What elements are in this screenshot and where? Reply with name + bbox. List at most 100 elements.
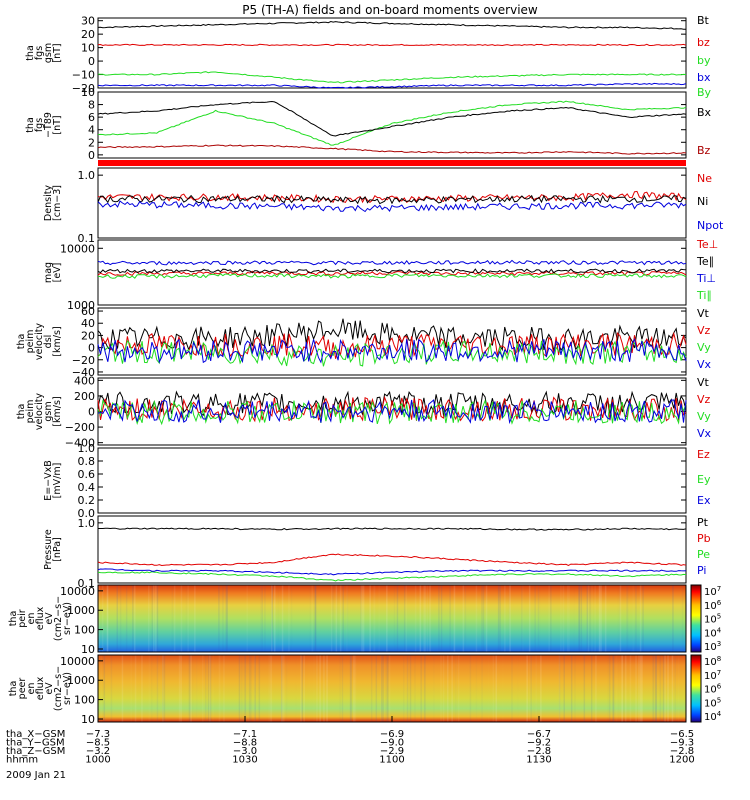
- heatmap-stripe: [574, 655, 576, 722]
- y-tick-label: 20: [81, 329, 95, 342]
- legend-vx: Vx: [697, 427, 712, 440]
- heatmap-stripe: [180, 585, 183, 652]
- heatmap-stripe: [626, 585, 628, 652]
- heatmap-stripe: [238, 655, 241, 722]
- heatmap-stripe: [664, 655, 666, 722]
- heatmap-stripe: [360, 585, 362, 652]
- heatmap-stripe: [608, 655, 611, 722]
- y-tick-label: 4: [88, 124, 95, 137]
- heatmap-stripe: [141, 655, 143, 722]
- legend-by: by: [697, 54, 711, 67]
- heatmap-stripe: [591, 585, 593, 652]
- series-line-by: [97, 71, 687, 84]
- heatmap-stripe: [539, 585, 541, 652]
- y-tick-label: 1000: [67, 299, 95, 312]
- heatmap-stripe: [361, 655, 363, 722]
- y-tick-label: 0.1: [78, 577, 96, 590]
- series-line-bz: [97, 144, 687, 155]
- heatmap-stripe: [247, 585, 249, 652]
- heatmap-stripe: [261, 585, 263, 652]
- heatmap-stripe: [449, 585, 451, 652]
- panel-ylabel-line: gsm: [43, 43, 54, 63]
- heatmap-stripe: [598, 585, 601, 652]
- x-axis-value: −3.2: [86, 746, 110, 757]
- legend-pi: Pi: [697, 564, 706, 577]
- heatmap-stripe: [594, 585, 596, 652]
- colorbar-tick-exponent: 3: [717, 640, 721, 648]
- series-line-te: [97, 268, 687, 274]
- colorbar-tick-exponent: 4: [717, 710, 722, 718]
- colorbar-tick-label: 104: [704, 626, 722, 639]
- panel-ylabel-line: peim: [25, 400, 36, 424]
- legend-ey: Ey: [697, 473, 711, 486]
- heatmap-stripe: [270, 655, 272, 722]
- y-tick-label: 10: [81, 86, 95, 99]
- heatmap-stripe: [638, 655, 640, 722]
- heatmap-stripe: [330, 585, 333, 652]
- heatmap-stripe: [385, 655, 388, 722]
- heatmap-stripe: [218, 655, 221, 722]
- heatmap-stripe: [264, 585, 266, 652]
- heatmap-stripe: [499, 585, 501, 652]
- heatmap-stripe: [332, 585, 334, 652]
- heatmap-stripe: [260, 585, 262, 652]
- y-tick-label: 30: [81, 15, 95, 28]
- x-axis-value: −6.9: [380, 729, 404, 740]
- heatmap-stripe: [600, 585, 602, 652]
- heatmap-stripe: [560, 585, 562, 652]
- legend-bz: Bz: [697, 144, 711, 157]
- colorbar-tick-label: 103: [704, 640, 721, 653]
- y-tick-label: 20: [81, 28, 95, 41]
- heatmap-stripe: [424, 585, 426, 652]
- heatmap-stripe: [134, 585, 136, 652]
- y-tick-label: 200: [74, 390, 95, 403]
- series-line-ne: [97, 190, 687, 204]
- colorbar-tick-label: 107: [704, 669, 721, 682]
- heatmap-stripe: [335, 585, 338, 652]
- panel-ylabel-line: velocity: [34, 393, 45, 431]
- heatmap-stripe: [156, 585, 159, 652]
- heatmap-stripe: [271, 585, 273, 652]
- heatmap-stripe: [424, 655, 426, 722]
- legend-te: Te⊥: [696, 238, 718, 251]
- heatmap-stripe: [674, 655, 676, 722]
- heatmap-stripe: [667, 655, 669, 722]
- series-line-ti: [97, 259, 687, 266]
- heatmap-stripe: [103, 655, 106, 722]
- heatmap-stripe: [639, 585, 642, 652]
- panel-peer-eflux: 10000100010010108107106105104thapeerenef…: [8, 654, 722, 726]
- x-axis-row-label: tha_Y−GSM: [6, 738, 65, 749]
- heatmap-stripe: [162, 655, 164, 722]
- series-line-pi: [97, 568, 687, 576]
- panel-frame: [97, 239, 687, 306]
- heatmap-stripe: [678, 655, 680, 722]
- heatmap-stripe: [339, 585, 342, 652]
- legend-vt: Vt: [697, 307, 710, 320]
- series-line-ti: [97, 273, 687, 279]
- heatmap-stripe: [225, 585, 227, 652]
- colorbar-tick-label: 104: [704, 710, 722, 723]
- colorbar-tick-exponent: 6: [717, 683, 722, 691]
- heatmap-stripe: [190, 655, 192, 722]
- heatmap-stripe: [172, 585, 174, 652]
- y-tick-label: −20: [72, 82, 95, 95]
- heatmap-stripe: [420, 655, 422, 722]
- heatmap-stripe: [101, 655, 103, 722]
- x-axis-value: 1030: [232, 755, 257, 766]
- heatmap-stripe: [464, 585, 467, 652]
- colorbar-tick-label: 108: [704, 655, 721, 668]
- heatmap-stripe: [567, 585, 569, 652]
- panel-ylabel-line: [mV/m]: [52, 463, 63, 499]
- heatmap-stripe: [588, 585, 590, 652]
- panel-ylabel-line: [eV]: [52, 263, 63, 283]
- heatmap-stripe: [394, 585, 396, 652]
- x-axis-row-label: tha_X−GSM: [6, 729, 65, 740]
- legend-pe: Pe: [697, 548, 710, 561]
- colorbar: [690, 584, 702, 653]
- heatmap-stripe: [442, 655, 445, 722]
- y-tick-label: 1.0: [78, 517, 96, 530]
- heatmap-stripe: [536, 655, 538, 722]
- heatmap-stripe: [347, 585, 349, 652]
